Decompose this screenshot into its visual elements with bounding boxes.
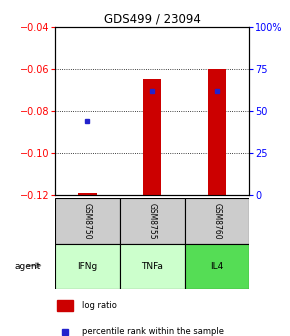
Text: percentile rank within the sample: percentile rank within the sample xyxy=(82,327,224,336)
Text: GSM8760: GSM8760 xyxy=(213,203,222,239)
Text: IL4: IL4 xyxy=(210,262,224,271)
Bar xyxy=(120,244,185,289)
Bar xyxy=(143,79,161,195)
Text: log ratio: log ratio xyxy=(82,301,117,310)
Text: agent: agent xyxy=(14,262,41,271)
Text: TNFa: TNFa xyxy=(141,262,163,271)
Bar xyxy=(208,69,226,195)
Text: IFNg: IFNg xyxy=(77,262,98,271)
Bar xyxy=(55,198,120,244)
Bar xyxy=(55,244,120,289)
Bar xyxy=(120,198,185,244)
Title: GDS499 / 23094: GDS499 / 23094 xyxy=(104,13,201,26)
Bar xyxy=(185,198,249,244)
Text: GSM8750: GSM8750 xyxy=(83,203,92,239)
Text: GSM8755: GSM8755 xyxy=(148,203,157,239)
Bar xyxy=(185,244,249,289)
Bar xyxy=(57,300,73,311)
Bar xyxy=(78,193,97,195)
